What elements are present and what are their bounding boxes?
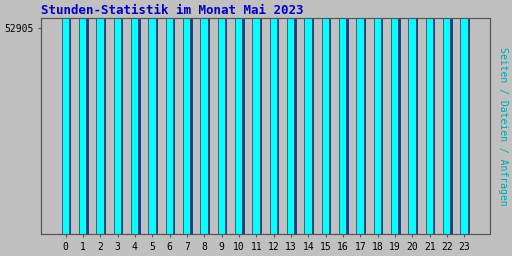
Bar xyxy=(287,0,294,234)
Bar xyxy=(202,0,209,234)
Bar xyxy=(79,0,87,234)
Bar xyxy=(409,0,416,234)
Bar xyxy=(288,0,296,234)
Bar xyxy=(114,0,121,234)
Bar xyxy=(270,0,277,234)
Bar xyxy=(184,0,191,234)
Bar xyxy=(323,0,330,234)
Bar xyxy=(427,0,435,234)
Bar xyxy=(167,0,175,234)
Bar xyxy=(148,0,156,234)
Bar xyxy=(410,0,417,234)
Bar xyxy=(183,0,190,234)
Bar xyxy=(425,0,433,234)
Bar xyxy=(374,0,381,234)
Bar xyxy=(218,0,225,234)
Y-axis label: Seiten / Dateien / Anfragen: Seiten / Dateien / Anfragen xyxy=(498,47,508,206)
Bar xyxy=(96,0,103,234)
Bar xyxy=(219,0,226,234)
Bar xyxy=(252,0,260,234)
Bar xyxy=(80,0,88,234)
Text: Stunden-Statistik im Monat Mai 2023: Stunden-Statistik im Monat Mai 2023 xyxy=(41,4,304,17)
Bar xyxy=(375,0,382,234)
Bar xyxy=(306,0,313,234)
Bar xyxy=(235,0,242,234)
Bar xyxy=(98,0,105,234)
Bar xyxy=(150,0,157,234)
Bar xyxy=(356,0,364,234)
Bar xyxy=(63,0,70,234)
Bar xyxy=(462,0,469,234)
Bar xyxy=(271,0,279,234)
Bar xyxy=(392,0,400,234)
Bar xyxy=(165,0,173,234)
Bar xyxy=(237,0,244,234)
Bar xyxy=(339,0,347,234)
Bar xyxy=(115,0,122,234)
Bar xyxy=(322,0,329,234)
Bar xyxy=(131,0,138,234)
Bar xyxy=(253,0,261,234)
Bar xyxy=(61,0,69,234)
Bar xyxy=(132,0,140,234)
Bar xyxy=(340,0,348,234)
Bar xyxy=(391,0,398,234)
Bar xyxy=(200,0,208,234)
Bar xyxy=(460,0,468,234)
Bar xyxy=(444,0,452,234)
Bar xyxy=(304,0,312,234)
Bar xyxy=(443,0,451,234)
Bar xyxy=(358,0,365,234)
